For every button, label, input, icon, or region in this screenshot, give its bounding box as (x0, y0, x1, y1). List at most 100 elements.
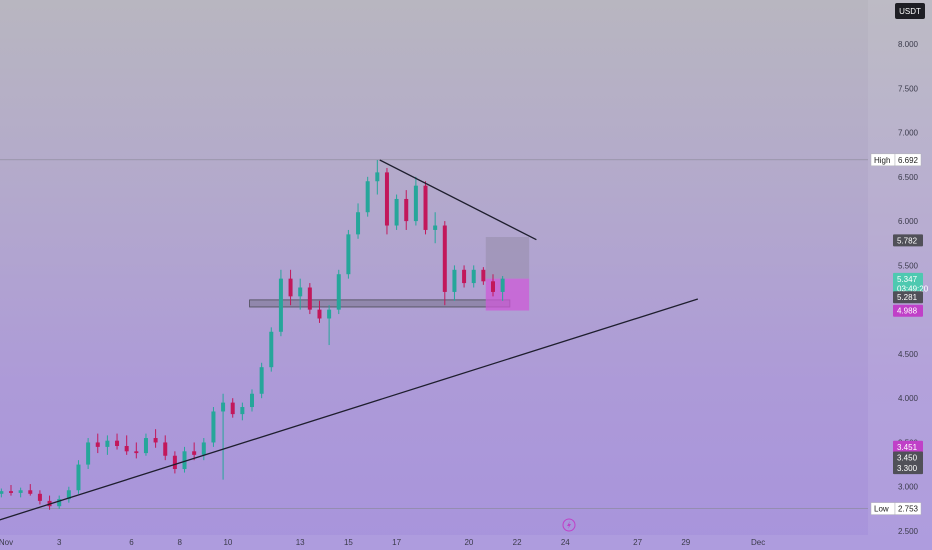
candle-body (240, 407, 245, 415)
candle-body (317, 309, 322, 319)
x-tick-label: 3 (57, 538, 62, 547)
candle-body (278, 278, 283, 332)
candle-body (298, 287, 303, 297)
candle-body (201, 442, 206, 455)
price-label: 03:49:20 (897, 284, 929, 293)
candle-body (124, 445, 129, 452)
price-label: 3.300 (897, 464, 918, 473)
candle-body (442, 225, 447, 292)
candle-body (269, 331, 274, 368)
candle-body (134, 451, 139, 454)
candle-body (259, 367, 264, 394)
x-tick-label: 20 (464, 538, 473, 547)
candle-body (86, 442, 91, 465)
candle-body (433, 225, 438, 230)
candle-body (471, 269, 476, 284)
candle-body (37, 493, 42, 501)
candle-body (365, 181, 370, 213)
candle-body (384, 172, 389, 226)
candle-body (143, 438, 148, 454)
candle-body (500, 278, 505, 292)
candle-body (288, 278, 293, 297)
lightning-glyph (567, 521, 571, 529)
currency-button-label: USDT (899, 7, 921, 16)
high-value-box (894, 153, 922, 167)
lightning-icon[interactable] (562, 518, 576, 532)
y-tick-label: 7.500 (898, 84, 919, 93)
candle-body (28, 490, 33, 494)
price-label-box (893, 440, 923, 453)
y-tick-label: 4.000 (898, 394, 919, 403)
candle-body (250, 393, 254, 408)
candle-body (375, 172, 380, 182)
candle-body (66, 490, 71, 500)
y-tick-label: 3.000 (898, 483, 919, 492)
price-label: 3.450 (897, 454, 918, 463)
candle-body (452, 269, 457, 292)
y-tick-label: 5.500 (898, 261, 919, 270)
candle-body (9, 491, 13, 493)
price-label: 3.451 (897, 443, 918, 452)
ascending-trendline[interactable] (0, 298, 699, 524)
x-tick-label: 10 (223, 538, 232, 547)
candle-body (211, 411, 216, 443)
low-tag-label: Low (874, 505, 889, 514)
candle-body (192, 451, 197, 455)
x-tick-label: 13 (296, 538, 305, 547)
candle-body (462, 269, 467, 284)
x-tick-label: Nov (0, 538, 13, 547)
candle-body (307, 287, 312, 310)
candle-body (18, 490, 23, 493)
high-value: 6.692 (898, 156, 919, 165)
price-label-box (893, 451, 923, 464)
x-tick-label: 22 (513, 538, 522, 547)
candle-body (423, 185, 428, 230)
price-label-box (893, 234, 923, 247)
y-tick-label: 6.500 (898, 173, 919, 182)
candle-body (115, 440, 120, 446)
short-target-zone[interactable] (485, 237, 530, 279)
y-tick-label: 8.000 (898, 40, 919, 49)
high-tag-label: High (874, 156, 890, 165)
candle-body (336, 274, 341, 310)
y-tick-label: 4.500 (898, 350, 919, 359)
candle-body (356, 212, 361, 235)
candle-body (481, 269, 486, 282)
y-tick-label: 2.500 (898, 527, 919, 536)
candle-body (346, 234, 351, 275)
low-value: 2.753 (898, 505, 919, 514)
support-zone[interactable] (249, 299, 511, 308)
time-axis-panel (0, 535, 868, 550)
currency-button[interactable] (895, 3, 925, 19)
x-tick-label: Dec (751, 538, 765, 547)
price-label-box (893, 272, 923, 285)
low-value-box (894, 502, 922, 515)
candle-body (57, 499, 62, 507)
candle-body (163, 442, 168, 456)
descending-trendline[interactable] (379, 159, 537, 241)
x-tick-label: 17 (392, 538, 401, 547)
x-tick-label: 15 (344, 538, 353, 547)
candle-body (327, 309, 332, 319)
price-label: 5.281 (897, 293, 918, 302)
price-label: 5.782 (897, 236, 918, 245)
candle-body (76, 464, 81, 491)
x-tick-label: 6 (129, 538, 134, 547)
candle-body (394, 198, 399, 226)
candle-body (153, 438, 158, 443)
y-tick-label: 7.000 (898, 129, 919, 138)
candle-body (404, 198, 409, 222)
candle-body (413, 185, 418, 222)
x-tick-label: 24 (561, 538, 570, 547)
price-label-box (893, 291, 923, 304)
price-label: 5.347 (897, 275, 918, 284)
price-label-box (893, 462, 923, 475)
candle-body (0, 491, 4, 494)
y-tick-label: 6.000 (898, 217, 919, 226)
candle-body (95, 442, 100, 447)
candle-body (221, 402, 226, 412)
x-tick-label: 29 (681, 538, 690, 547)
candle-body (105, 440, 110, 447)
